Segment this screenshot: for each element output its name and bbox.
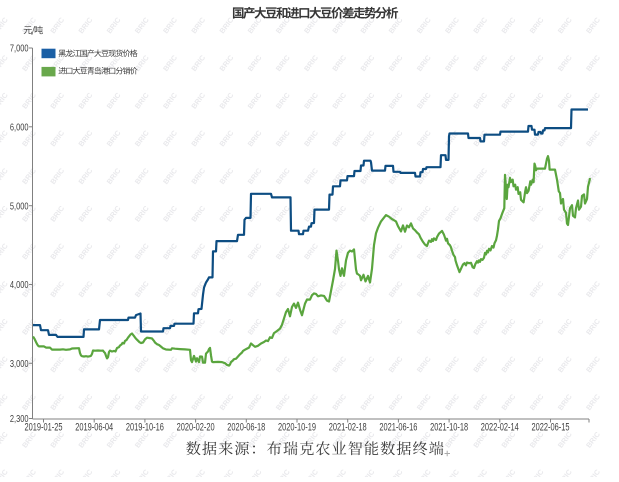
svg-text:BRIC: BRIC bbox=[0, 53, 10, 73]
svg-text:BRIC: BRIC bbox=[0, 128, 10, 148]
svg-text:3,000: 3,000 bbox=[10, 359, 29, 370]
svg-text:BRIC: BRIC bbox=[0, 354, 10, 374]
svg-text:2021-06-16: 2021-06-16 bbox=[379, 421, 417, 433]
svg-text:2021-02-18: 2021-02-18 bbox=[329, 421, 367, 433]
svg-text:BRIC: BRIC bbox=[0, 15, 10, 35]
svg-text:BRIC: BRIC bbox=[0, 203, 10, 223]
svg-text:2022-06-15: 2022-06-15 bbox=[532, 421, 570, 433]
svg-text:2020-02-20: 2020-02-20 bbox=[177, 421, 215, 433]
svg-text:BRIC: BRIC bbox=[0, 166, 10, 186]
svg-text:BRIC: BRIC bbox=[0, 241, 10, 261]
svg-text:BRIC: BRIC bbox=[0, 90, 10, 110]
svg-text:BRIC: BRIC bbox=[0, 279, 10, 299]
svg-text:BRIC: BRIC bbox=[0, 467, 10, 477]
svg-text:2022-02-14: 2022-02-14 bbox=[481, 421, 519, 433]
svg-text:2019-10-16: 2019-10-16 bbox=[126, 421, 164, 433]
svg-text:BRIC: BRIC bbox=[0, 392, 10, 412]
svg-text:2019-01-25: 2019-01-25 bbox=[25, 421, 63, 433]
svg-text:BRIC: BRIC bbox=[0, 429, 10, 449]
svg-text:5,000: 5,000 bbox=[10, 201, 29, 212]
svg-text:2021-10-18: 2021-10-18 bbox=[430, 421, 468, 433]
svg-text:2019-06-04: 2019-06-04 bbox=[75, 421, 113, 433]
svg-text:2020-06-18: 2020-06-18 bbox=[227, 421, 265, 433]
svg-text:2020-10-19: 2020-10-19 bbox=[278, 421, 316, 433]
svg-text:2,300: 2,300 bbox=[10, 414, 29, 425]
svg-text:BRIC: BRIC bbox=[0, 316, 10, 336]
svg-text:4,000: 4,000 bbox=[10, 280, 29, 291]
svg-text:7,000: 7,000 bbox=[10, 44, 29, 55]
svg-text:6,000: 6,000 bbox=[10, 123, 29, 134]
